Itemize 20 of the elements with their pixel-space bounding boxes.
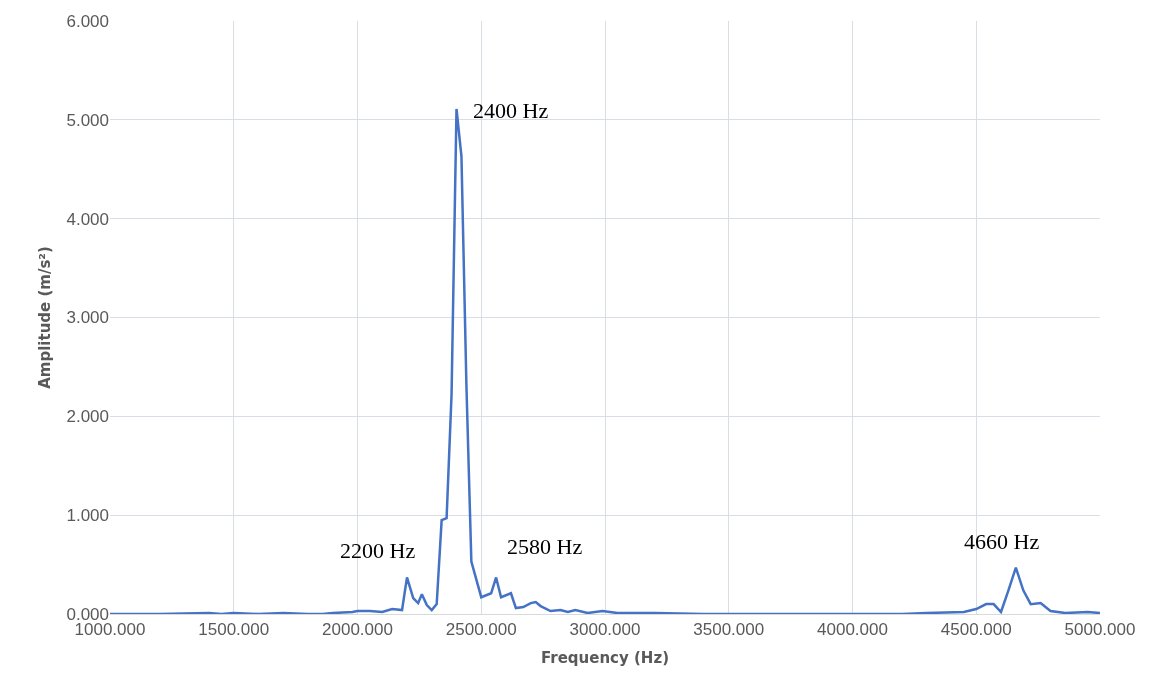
annotation: 2400 Hz — [473, 98, 549, 123]
y-tick-label: 5.000 — [66, 110, 109, 130]
x-tick-label: 2000.000 — [322, 620, 393, 640]
annotation: 2200 Hz — [340, 538, 416, 563]
annotation: 2580 Hz — [507, 534, 583, 559]
x-tick-label: 4500.000 — [940, 620, 1012, 640]
y-tick-label: 4.000 — [66, 209, 109, 229]
x-tick-label: 3500.000 — [693, 620, 765, 640]
y-tick-label: 1.000 — [66, 506, 109, 526]
y-tick-label: 3.000 — [66, 308, 109, 328]
x-tick-label: 2500.000 — [445, 620, 517, 640]
y-tick-label: 2.000 — [66, 407, 109, 427]
x-axis-title: Frequency (Hz) — [540, 649, 670, 668]
x-tick-label: 1500.000 — [198, 620, 270, 640]
annotation: 4660 Hz — [964, 529, 1040, 554]
y-axis-title: Amplitude (m/s²) — [35, 246, 54, 389]
x-tick-label: 4000.000 — [817, 620, 888, 640]
x-tick-label: 3000.000 — [569, 620, 641, 640]
y-tick-label: 6.000 — [66, 11, 109, 31]
x-tick-label: 5000.000 — [1064, 620, 1136, 640]
